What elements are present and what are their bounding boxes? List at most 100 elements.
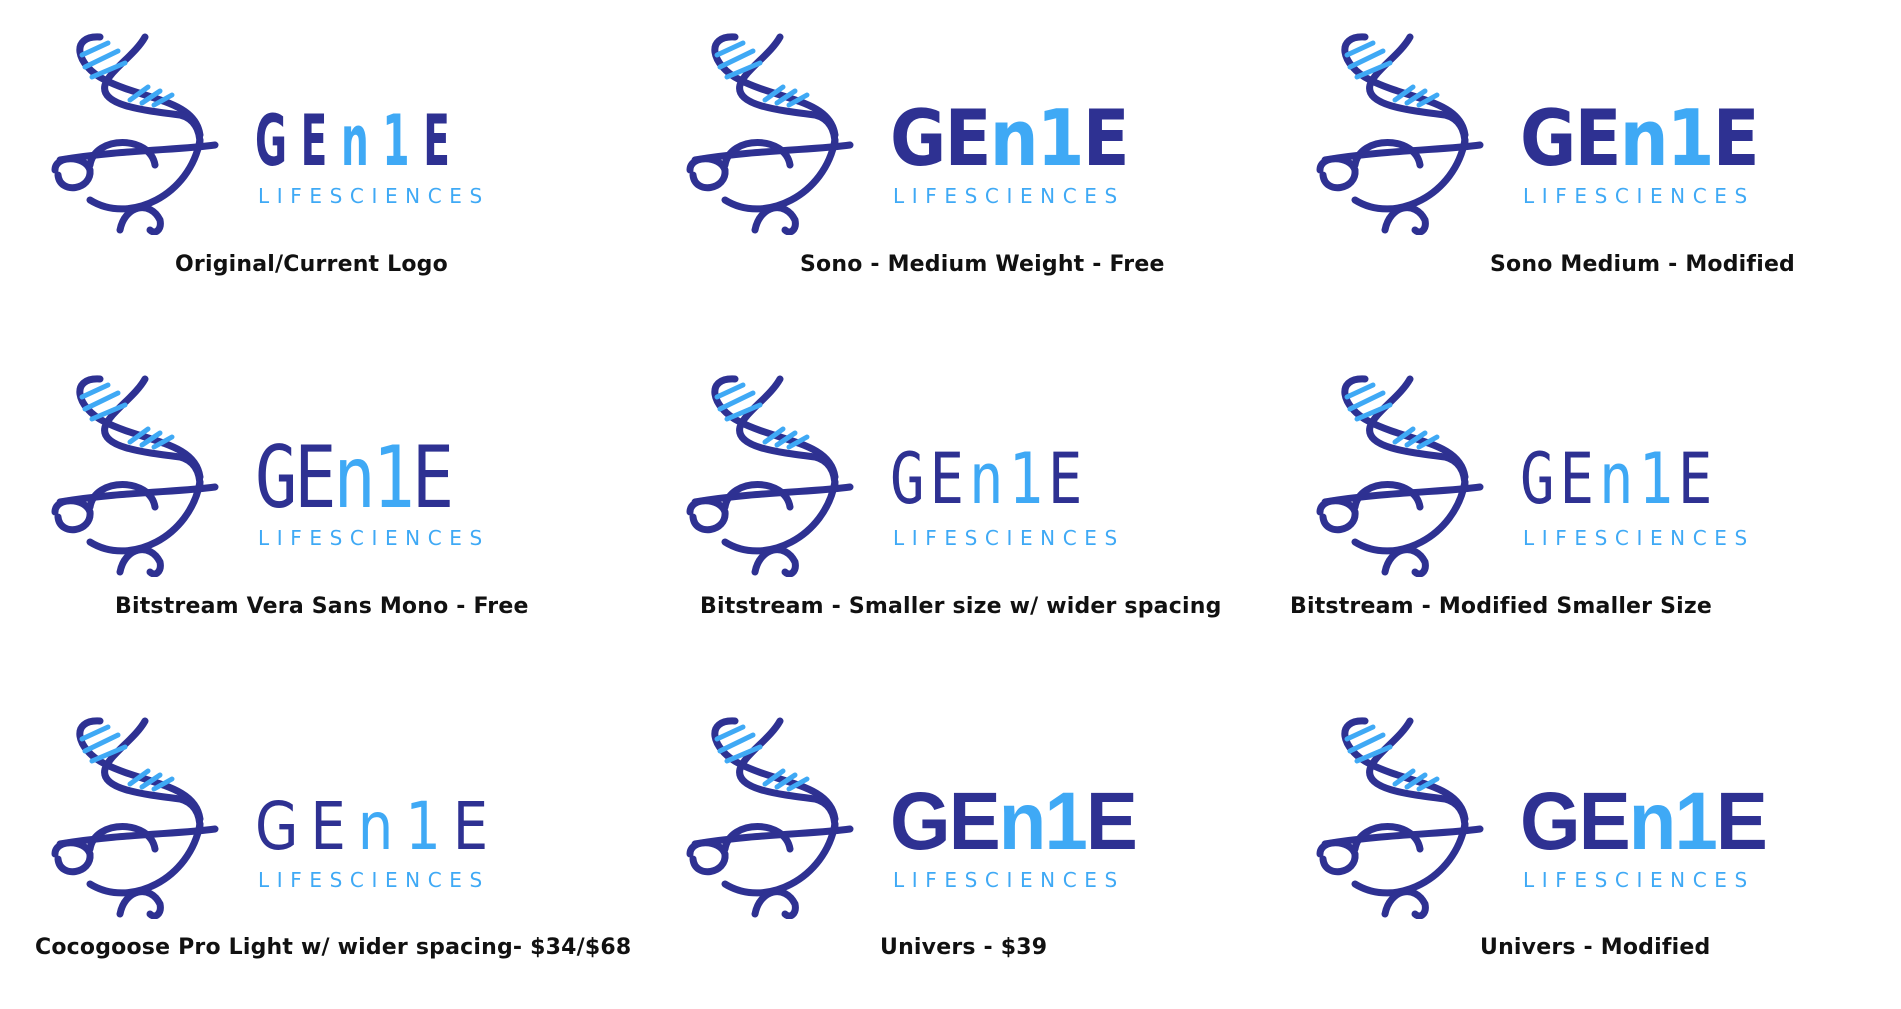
wordmark-tagline: LIFESCIENCES xyxy=(1523,868,1755,892)
logo-variant-caption: Bitstream - Modified Smaller Size xyxy=(1290,594,1713,619)
wordmark-letter: n xyxy=(1620,94,1667,184)
wordmark-text: GEn1E xyxy=(255,427,451,528)
wordmark-letter: E xyxy=(945,94,990,184)
dna-helix-icon xyxy=(686,33,854,235)
wordmark-text: GEn1E xyxy=(890,94,1128,184)
logo-variant-caption: Bitstream Vera Sans Mono - Free xyxy=(115,594,529,619)
wordmark-text: GEn1E xyxy=(1520,775,1766,866)
dna-helix-icon xyxy=(1316,33,1484,235)
wordmark-letter: 1 xyxy=(1008,440,1047,521)
wordmark-letter: n xyxy=(358,789,405,866)
wordmark-tagline: LIFESCIENCES xyxy=(258,526,490,550)
wordmark-text: GEn1E xyxy=(255,789,500,866)
wordmark-letter: G xyxy=(1520,440,1559,521)
wordmark-letter: G xyxy=(1520,94,1575,184)
wordmark-letter: E xyxy=(1575,94,1620,184)
logo-variant-caption: Sono Medium - Modified xyxy=(1490,252,1796,277)
wordmark-letter: n xyxy=(999,775,1045,866)
wordmark-letter: E xyxy=(412,427,451,528)
wordmark-letter: 1 xyxy=(1667,94,1713,184)
wordmark-text: GEn1E xyxy=(890,440,1087,521)
dna-helix-icon xyxy=(686,717,854,919)
wordmark-letter: G xyxy=(255,789,310,866)
logo-variant-card: GEn1E LIFESCIENCES xyxy=(30,25,590,325)
wordmark-letter: E xyxy=(423,100,463,182)
logo: GEn1E LIFESCIENCES xyxy=(665,367,1225,587)
wordmark-letter: E xyxy=(453,789,500,866)
logo-variant-caption: Cocogoose Pro Light w/ wider spacing- $3… xyxy=(35,935,632,960)
wordmark-tagline: LIFESCIENCES xyxy=(1523,526,1755,550)
wordmark-letter: n xyxy=(1599,440,1638,521)
dna-helix-icon xyxy=(686,375,854,577)
wordmark-letter: n xyxy=(1629,775,1675,866)
logo-variant-caption: Bitstream - Smaller size w/ wider spacin… xyxy=(700,594,1222,619)
wordmark-letter: 1 xyxy=(1638,440,1677,521)
wordmark-letter: E xyxy=(301,100,341,182)
logo-variant-card: GEn1E LIFESCIENCES xyxy=(30,709,590,1009)
wordmark-letter: E xyxy=(1083,94,1128,184)
wordmark-tagline: LIFESCIENCES xyxy=(258,184,490,208)
wordmark-letter: G xyxy=(255,100,301,182)
wordmark-letter: G xyxy=(890,440,929,521)
wordmark-letter: E xyxy=(1048,440,1087,521)
logo: GEn1E LIFESCIENCES xyxy=(665,25,1225,245)
wordmark-text: GEn1E xyxy=(1520,440,1717,521)
wordmark-letter: E xyxy=(1559,440,1598,521)
wordmark-letter: E xyxy=(1579,775,1629,866)
wordmark-tagline: LIFESCIENCES xyxy=(893,526,1125,550)
wordmark-letter: n xyxy=(969,440,1008,521)
wordmark-letter: 1 xyxy=(1037,94,1083,184)
wordmark-letter: 1 xyxy=(1674,775,1716,866)
wordmark-letter: E xyxy=(949,775,999,866)
logo: GEn1E LIFESCIENCES xyxy=(30,367,590,587)
logo-variant-card: GEn1E LIFESCIENCES xyxy=(30,367,590,667)
wordmark-tagline: LIFESCIENCES xyxy=(1523,184,1755,208)
wordmark-letter: E xyxy=(294,427,333,528)
wordmark-tagline: LIFESCIENCES xyxy=(258,868,490,892)
wordmark-letter: G xyxy=(890,94,945,184)
logo: GEn1E LIFESCIENCES xyxy=(30,25,590,245)
wordmark-letter: 1 xyxy=(405,789,453,866)
wordmark-tagline: LIFESCIENCES xyxy=(893,868,1125,892)
logo-variant-card: GEn1E LIFESCIENCES xyxy=(1295,367,1855,667)
logo-variant-caption: Univers - $39 xyxy=(880,935,1048,960)
wordmark-letter: E xyxy=(929,440,968,521)
wordmark-letter: G xyxy=(1520,775,1579,866)
wordmark-tagline: LIFESCIENCES xyxy=(893,184,1125,208)
wordmark-letter: E xyxy=(310,789,357,866)
wordmark-letter: E xyxy=(1086,775,1136,866)
wordmark-letter: E xyxy=(1678,440,1717,521)
wordmark-letter: 1 xyxy=(382,100,423,182)
logo: GEn1E LIFESCIENCES xyxy=(665,709,1225,929)
wordmark-letter: n xyxy=(333,427,372,528)
wordmark-letter: 1 xyxy=(373,427,412,528)
logo: GEn1E LIFESCIENCES xyxy=(1295,25,1855,245)
wordmark-letter: G xyxy=(255,427,294,528)
dna-helix-icon xyxy=(1316,375,1484,577)
dna-helix-icon xyxy=(51,375,219,577)
logo-variant-card: GEn1E LIFESCIENCES xyxy=(665,709,1225,1009)
wordmark-letter: n xyxy=(990,94,1037,184)
logo-variant-card: GEn1E LIFESCIENCES xyxy=(1295,709,1855,1009)
logo-variant-card: GEn1E LIFESCIENCES xyxy=(1295,25,1855,325)
wordmark-letter: E xyxy=(1713,94,1758,184)
logo-variant-caption: Original/Current Logo xyxy=(175,252,448,277)
wordmark-letter: n xyxy=(341,100,382,182)
logo-variant-card: GEn1E LIFESCIENCES xyxy=(665,25,1225,325)
logo-variant-card: GEn1E LIFESCIENCES xyxy=(665,367,1225,667)
wordmark-text: GEn1E xyxy=(890,775,1136,866)
logo-variant-caption: Sono - Medium Weight - Free xyxy=(800,252,1165,277)
logo: GEn1E LIFESCIENCES xyxy=(1295,367,1855,587)
wordmark-text: GEn1E xyxy=(255,100,464,182)
logo: GEn1E LIFESCIENCES xyxy=(30,709,590,929)
logo-variant-caption: Univers - Modified xyxy=(1480,935,1711,960)
logo: GEn1E LIFESCIENCES xyxy=(1295,709,1855,929)
